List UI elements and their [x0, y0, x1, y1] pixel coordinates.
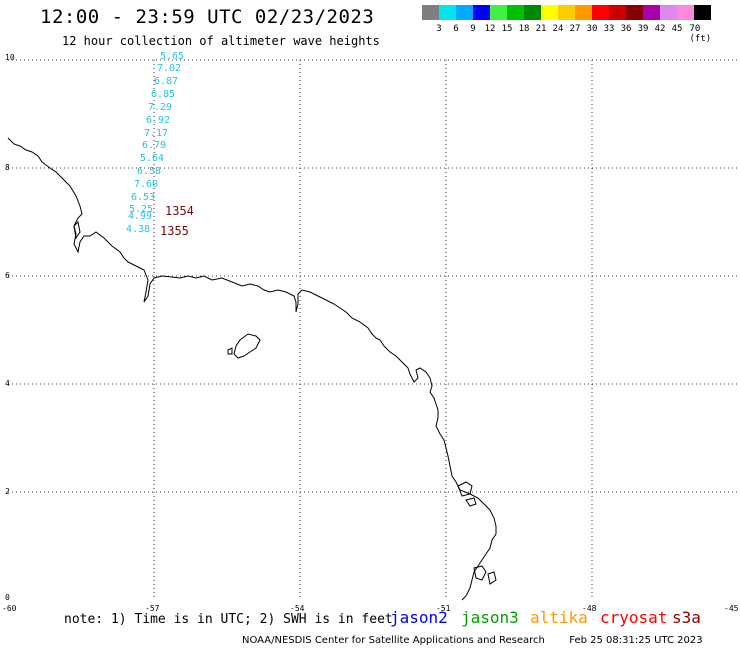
credit-text: NOAA/NESDIS Center for Satellite Applica…	[242, 635, 545, 646]
scale-swatch	[507, 5, 524, 20]
generated-timestamp: Feb 25 08:31:25 UTC 2023	[569, 635, 703, 646]
map-subtitle: 12 hour collection of altimeter wave hei…	[62, 34, 380, 48]
scale-swatch	[490, 5, 507, 20]
y-tick-labels: 10 8 6 4 2 0	[5, 53, 15, 602]
swh-label: 5.25	[129, 204, 154, 215]
y-tick-6: 6	[5, 271, 10, 280]
footer-credit: NOAA/NESDIS Center for Satellite Applica…	[242, 635, 703, 646]
scale-swatch	[473, 5, 490, 20]
scale-swatch	[643, 5, 660, 20]
swh-label: 6.87	[154, 76, 179, 87]
pass-label: 1354	[165, 204, 194, 218]
scale-label: 21	[535, 24, 547, 34]
y-tick-2: 2	[5, 487, 10, 496]
scale-swatch	[694, 5, 711, 20]
swh-label: 7.60	[134, 179, 159, 190]
scale-label: 39	[637, 24, 649, 34]
scale-label: 3	[436, 24, 442, 34]
scale-label: 36	[620, 24, 632, 34]
x-tick-minus54: -54	[290, 604, 305, 613]
swh-label: 5.64	[140, 153, 165, 164]
legend-s3a: s3a	[672, 608, 701, 627]
swh-label: 4.99	[128, 211, 153, 222]
swh-label: 7.02	[157, 63, 182, 74]
legend-jason2: jason2	[390, 608, 448, 627]
scale-swatch	[456, 5, 473, 20]
map-title: 12:00 - 23:59 UTC 02/23/2023	[40, 6, 375, 28]
legend-altika: altika	[530, 608, 588, 627]
grid-lines	[8, 59, 740, 600]
scale-swatch	[677, 5, 694, 20]
swh-label: 7.29	[148, 102, 173, 113]
scale-label: 6	[453, 24, 459, 34]
scale-label: 45	[671, 24, 683, 34]
x-tick-minus48: -48	[582, 604, 597, 613]
scale-swatch	[524, 5, 541, 20]
scale-swatch	[439, 5, 456, 20]
scale-label: 70 (ft)	[689, 24, 712, 44]
swh-label: 6.92	[146, 115, 171, 126]
y-tick-8: 8	[5, 163, 10, 172]
scale-swatch	[541, 5, 558, 20]
swh-label: 7.17	[144, 128, 169, 139]
scale-swatch	[609, 5, 626, 20]
scale-label: 27	[569, 24, 581, 34]
scale-swatch	[575, 5, 592, 20]
scale-swatch	[558, 5, 575, 20]
swh-label: 5.65	[160, 51, 185, 62]
scale-swatch	[422, 5, 439, 20]
scale-label: 15	[501, 24, 513, 34]
scale-swatch	[592, 5, 609, 20]
legend-jason3: jason3	[461, 608, 519, 627]
y-tick-0: 0	[5, 593, 10, 602]
swh-label: 6.53	[131, 192, 156, 203]
scale-swatch	[626, 5, 643, 20]
scale-label: 12	[484, 24, 496, 34]
swh-label: 6.85	[151, 89, 176, 100]
x-tick-minus57: -57	[145, 604, 160, 613]
y-tick-10: 10	[5, 53, 15, 62]
pass-label: 1355	[160, 224, 189, 238]
x-tick-minus51: -51	[436, 604, 451, 613]
x-tick-minus45: -45	[724, 604, 739, 613]
scale-label: 9	[470, 24, 476, 34]
scale-label: 42	[654, 24, 666, 34]
scale-label: 24	[552, 24, 564, 34]
footer-note: note: 1) Time is in UTC; 2) SWH is in fe…	[64, 612, 393, 627]
scale-label: 18	[518, 24, 530, 34]
y-tick-4: 4	[5, 379, 10, 388]
scale-swatch	[660, 5, 677, 20]
swh-label: 4.38	[126, 224, 151, 235]
legend-cryosat: cryosat	[600, 608, 668, 627]
scale-label: 33	[603, 24, 615, 34]
swh-label: 6.58	[137, 166, 162, 177]
x-tick-labels: -60 -57 -54 -51 -48 -45	[2, 604, 739, 613]
scale-label: 30	[586, 24, 598, 34]
x-tick-minus60: -60	[2, 604, 17, 613]
swh-label: 6.79	[142, 140, 167, 151]
coastline	[7, 137, 497, 601]
